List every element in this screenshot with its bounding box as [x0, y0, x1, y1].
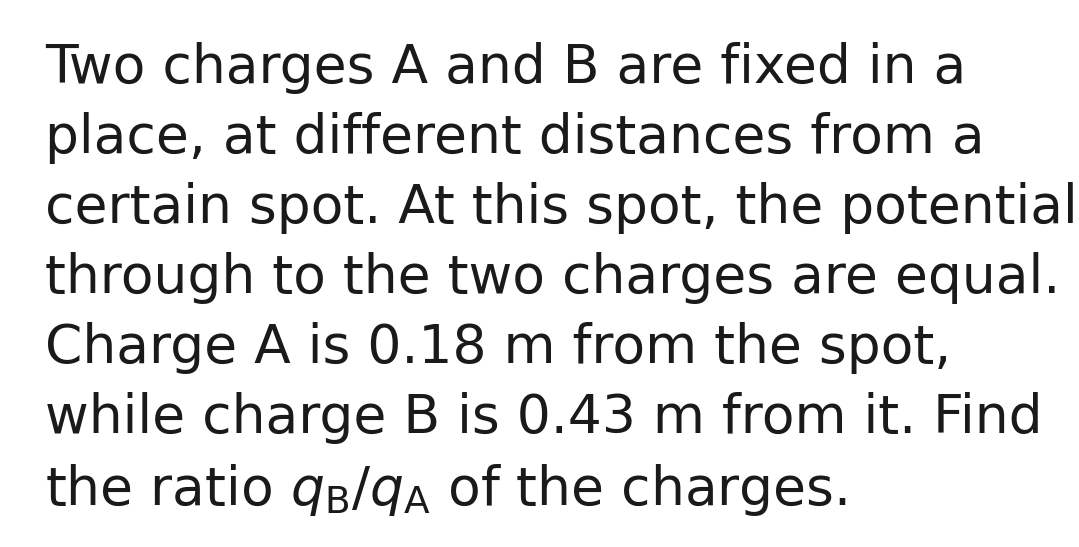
Text: through to the two charges are equal.: through to the two charges are equal. — [45, 252, 1061, 304]
Text: the ratio $q_{\mathrm{B}}/q_{\mathrm{A}}$ of the charges.: the ratio $q_{\mathrm{B}}/q_{\mathrm{A}}… — [45, 462, 847, 518]
Text: place, at different distances from a: place, at different distances from a — [45, 112, 985, 164]
Text: Two charges A and B are fixed in a: Two charges A and B are fixed in a — [45, 42, 967, 94]
Text: while charge B is 0.43 m from it. Find: while charge B is 0.43 m from it. Find — [45, 392, 1042, 444]
Text: Charge A is 0.18 m from the spot,: Charge A is 0.18 m from the spot, — [45, 322, 952, 374]
Text: certain spot. At this spot, the potentials: certain spot. At this spot, the potentia… — [45, 182, 1079, 234]
